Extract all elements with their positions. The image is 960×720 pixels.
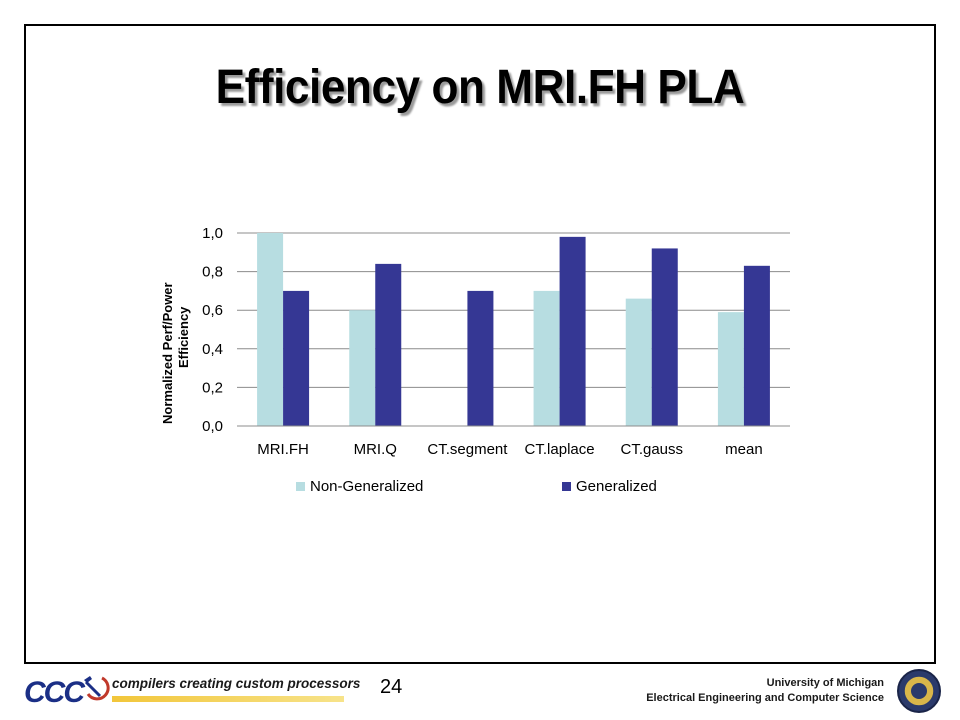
bar [651,248,678,426]
bar [375,263,402,426]
y-tick-label: 1,0 [202,225,223,242]
chart-gridlines [237,232,790,427]
y-axis-title: Normalized Perf/Power Efficiency [148,236,191,424]
legend-label: Generalized [576,478,657,495]
university-name: University of Michigan [766,677,884,689]
ccc-logo: CCC [24,676,85,709]
bar [743,265,770,426]
tagline: compilers creating custom processors [112,676,361,691]
bar [717,312,744,426]
department-name: Electrical Engineering and Computer Scie… [646,692,884,704]
legend-label: Non-Generalized [310,478,423,495]
slide-footer: CCC compilers creating custom processors… [0,666,960,720]
chart-axes: 0,0 0,2 0,4 0,6 0,8 1,0 MRI.FH MRI.Q CT.segment C… [202,225,790,458]
bar [257,233,284,426]
university-block: University of Michigan Electrical Engine… [646,676,884,706]
x-tick-label: CT.segment [427,441,508,458]
y-axis-title-line-1: Normalized Perf/Power [160,282,175,424]
y-tick-label: 0,0 [202,418,223,435]
bar [349,310,376,426]
bar [533,290,560,426]
chart-legend: Non-Generalized Generalized [296,478,657,495]
y-tick-label: 0,2 [202,379,223,396]
page-number: 24 [380,676,403,698]
bar [467,290,494,426]
x-tick-label: CT.gauss [620,441,683,458]
legend-swatch [296,482,305,491]
university-seal-icon [897,669,941,713]
bar [559,236,586,426]
hammer-sickle-icon [84,676,110,701]
y-tick-label: 0,8 [202,264,223,281]
y-tick-label: 0,4 [202,341,223,358]
slide-title: Efficiency on MRI.FH PLA [215,61,745,114]
x-tick-label: MRI.FH [257,441,309,458]
x-tick-label: MRI.Q [354,441,397,458]
slide-frame [24,24,936,664]
tagline-underline [112,696,344,702]
bar [283,290,310,426]
bar [625,298,652,426]
y-tick-label: 0,6 [202,302,223,319]
y-axis-title-line-2: Efficiency [176,306,191,368]
x-tick-label: mean [725,441,763,458]
legend-swatch [562,482,571,491]
chart-bars [257,233,770,426]
x-tick-label: CT.laplace [525,441,595,458]
